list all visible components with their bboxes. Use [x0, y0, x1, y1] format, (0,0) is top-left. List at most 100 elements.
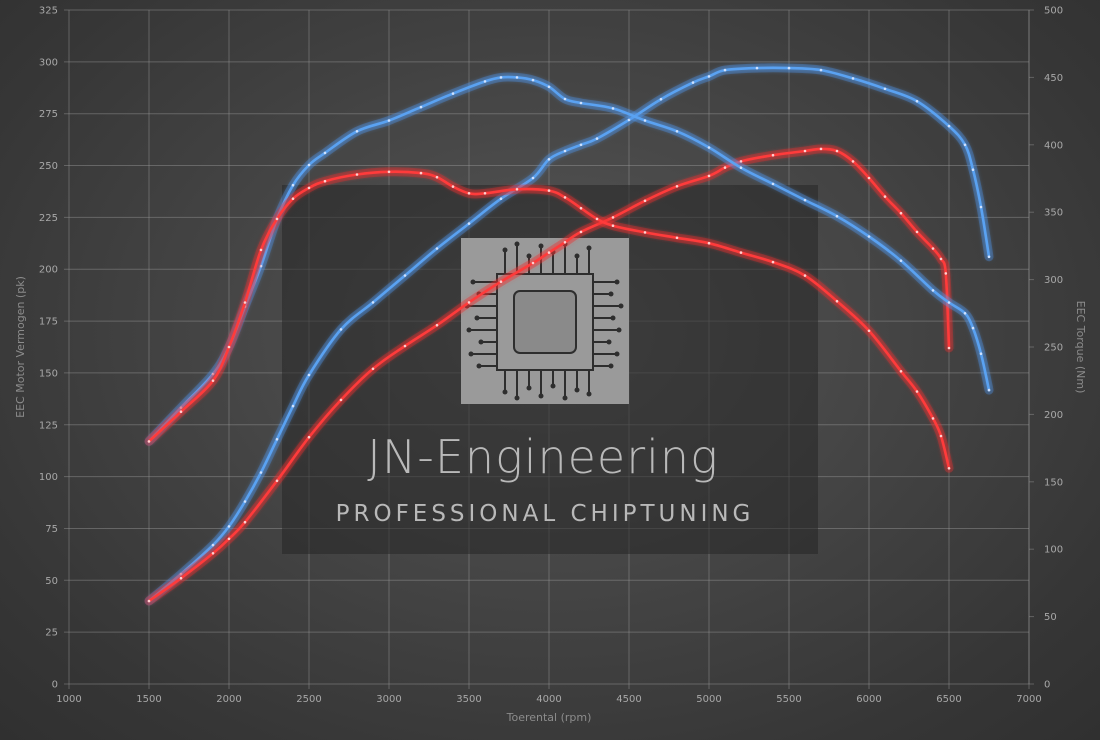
y-right-tick-label: 400	[1044, 140, 1063, 151]
data-point	[771, 182, 775, 186]
data-point	[451, 185, 455, 188]
y-right-tick-label: 450	[1044, 73, 1063, 84]
data-point	[243, 500, 247, 503]
data-point	[307, 186, 311, 190]
data-point	[947, 467, 951, 470]
data-point	[259, 248, 263, 252]
data-point	[707, 241, 711, 245]
data-point	[547, 158, 551, 161]
data-point	[579, 206, 583, 210]
data-point	[387, 119, 391, 122]
data-point	[147, 599, 151, 603]
data-point	[531, 78, 535, 82]
chart-series	[144, 63, 994, 606]
data-point	[643, 119, 647, 122]
data-point	[547, 251, 551, 254]
data-point	[451, 92, 455, 95]
data-point	[275, 438, 279, 441]
data-point	[867, 176, 871, 180]
y-axis-right-ticks: 0 50 100 150 200 250 300 350 400 450 500	[1044, 6, 1063, 691]
data-point	[227, 525, 231, 528]
x-tick-label: 5500	[776, 694, 801, 705]
x-tick-label: 5000	[696, 694, 721, 705]
x-tick-label: 1500	[136, 694, 161, 705]
data-point	[739, 251, 743, 254]
y-axis-left-ticks: 0 25 50 75 100 125 150 175 200 225 250 275 300 325	[39, 6, 58, 691]
data-point	[547, 85, 551, 89]
data-point	[963, 312, 967, 315]
x-tick-label: 3000	[376, 694, 401, 705]
data-point	[595, 217, 599, 221]
y-right-tick-label: 250	[1044, 343, 1063, 354]
data-point	[819, 68, 823, 72]
data-point	[755, 66, 759, 70]
x-tick-label: 6000	[856, 694, 881, 705]
data-point	[643, 199, 647, 203]
data-point	[707, 146, 711, 149]
data-point	[483, 192, 487, 195]
data-point	[387, 170, 391, 174]
data-point	[579, 101, 583, 105]
data-point	[211, 543, 215, 547]
data-point	[675, 185, 679, 188]
y-left-tick-label: 300	[39, 57, 58, 68]
data-point	[227, 537, 231, 541]
watermark-title: JN-Engineering	[367, 430, 718, 484]
data-point	[179, 406, 183, 410]
data-point	[707, 75, 711, 78]
y-left-tick-label: 250	[39, 161, 58, 172]
data-point	[467, 192, 471, 195]
data-point	[355, 130, 359, 133]
data-point	[563, 97, 567, 101]
y-axis-right-title: EEC Torque (Nm)	[1074, 301, 1087, 394]
y-left-tick-label: 325	[39, 6, 58, 17]
data-point	[419, 171, 423, 175]
data-point	[835, 214, 839, 218]
x-tick-label: 1000	[56, 694, 81, 705]
data-point	[987, 255, 991, 259]
y-left-tick-label: 275	[39, 109, 58, 120]
y-right-tick-label: 150	[1044, 477, 1063, 488]
data-point	[835, 149, 839, 153]
data-point	[435, 323, 439, 327]
y-left-tick-label: 100	[39, 472, 58, 483]
y-left-tick-label: 150	[39, 368, 58, 379]
data-point	[915, 99, 919, 103]
data-point	[915, 390, 919, 393]
y-right-tick-label: 500	[1044, 6, 1063, 17]
data-point	[643, 231, 647, 234]
data-point	[739, 166, 743, 169]
data-point	[867, 235, 871, 238]
data-point	[611, 216, 615, 219]
y-left-tick-label: 75	[45, 524, 58, 535]
y-left-tick-label: 175	[39, 317, 58, 328]
data-point	[947, 301, 951, 304]
data-point	[723, 68, 727, 72]
y-right-tick-label: 200	[1044, 410, 1063, 421]
x-axis-ticks: 1000 1500 2000 2500 3000 3500 4000 4500 5000 5500…	[56, 694, 1041, 705]
data-point	[515, 76, 519, 79]
y-right-tick-label: 0	[1044, 680, 1050, 691]
data-point	[595, 137, 599, 140]
x-axis-title: Toerental (rpm)	[506, 711, 592, 724]
data-point	[419, 105, 423, 109]
data-point	[659, 97, 663, 101]
data-point	[787, 66, 791, 70]
data-point	[435, 175, 439, 179]
data-point	[339, 398, 343, 402]
y-left-tick-label: 50	[45, 576, 58, 587]
data-point	[211, 552, 215, 555]
data-point	[531, 261, 535, 265]
x-tick-label: 2000	[216, 694, 241, 705]
data-point	[179, 410, 183, 414]
data-point	[611, 107, 615, 110]
data-point	[739, 160, 743, 163]
data-point	[259, 471, 263, 474]
data-point	[499, 197, 503, 200]
data-point	[803, 149, 807, 153]
data-point	[611, 224, 615, 227]
data-point	[515, 188, 519, 191]
data-point	[531, 176, 535, 180]
data-point	[803, 198, 807, 202]
